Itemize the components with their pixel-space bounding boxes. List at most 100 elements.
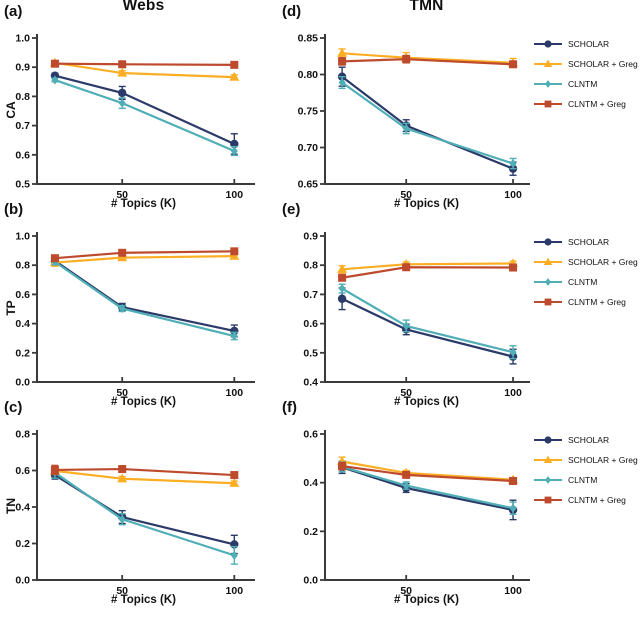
x-tick-label: 50 — [400, 189, 412, 201]
diamond-marker-icon — [118, 514, 126, 524]
y-axis-label-ca: CA — [4, 101, 18, 119]
y-tick-label: 0.4 — [303, 377, 318, 389]
y-tick-label: 0.5 — [15, 179, 30, 191]
legend-label: SCHOLAR + Greg — [568, 257, 638, 267]
subplot-e: 0.4 0.5 0.6 0.7 0.8 0.9 50 100 (e) # Topics (K) — [265, 198, 530, 420]
series-clntm — [51, 75, 238, 157]
square-marker-icon — [338, 462, 347, 471]
square-marker-icon — [118, 465, 127, 474]
square-marker-icon — [544, 496, 552, 504]
circle-marker-icon — [544, 238, 552, 246]
axes: 0.65 0.70 0.75 0.80 0.85 50 100 — [298, 33, 530, 201]
series-clntm-greg — [338, 54, 518, 69]
x-axis-label: # Topics (K) — [394, 594, 459, 606]
legend-label: CLNTM — [568, 277, 598, 287]
plot-area-c: 0.0 0.2 0.4 0.6 0.8 50 100 — [15, 429, 255, 597]
legend-label: CLNTM + Greg — [568, 495, 626, 505]
y-tick-label: 0.8 — [303, 260, 318, 272]
square-marker-icon — [50, 59, 59, 68]
triangle-marker-icon — [543, 455, 553, 464]
diamond-marker-icon — [230, 146, 238, 156]
subplot-b: 0.0 0.2 0.4 0.6 0.8 1.0 50 100 (b) TP # Topics … — [0, 198, 265, 420]
square-marker-icon — [230, 471, 239, 480]
column-title-webs: Webs — [122, 0, 165, 14]
series-scholar — [337, 66, 518, 176]
triangle-marker-icon — [543, 257, 553, 266]
y-tick-label: 0.6 — [15, 149, 30, 161]
legend-key-icon — [534, 80, 562, 88]
panel-label-f: (f) — [282, 399, 297, 416]
y-tick-label: 0.6 — [15, 289, 30, 301]
legend-item-scholar: SCHOLAR — [533, 232, 640, 252]
series-clntm — [338, 75, 517, 170]
legend-key-icon — [534, 59, 562, 68]
diamond-marker-icon — [402, 124, 410, 134]
triangle-marker-icon — [337, 264, 348, 273]
legend-key-icon — [534, 257, 562, 266]
x-axis-label: # Topics (K) — [111, 396, 176, 408]
panel-label-d: (d) — [282, 3, 302, 20]
triangle-marker-icon — [229, 71, 240, 81]
legend-row-2: SCHOLAR SCHOLAR + Greg CLNTM CLNTM + Greg — [533, 232, 640, 312]
legend-row-1: SCHOLAR SCHOLAR + Greg CLNTM CLNTM + Greg — [533, 34, 640, 114]
subplot-c: 0.0 0.2 0.4 0.6 0.8 50 100 (c) TN # Topics (K) — [0, 396, 265, 618]
x-tick-label: 100 — [226, 387, 244, 399]
x-tick-label: 100 — [504, 387, 522, 399]
series-scholar-greg — [49, 57, 240, 81]
legend-item-clntm-greg: CLNTM + Greg — [533, 292, 640, 312]
diamond-marker-icon — [118, 304, 126, 314]
legend-item-scholar-greg: SCHOLAR + Greg — [533, 252, 640, 272]
legend-key-icon — [534, 436, 562, 444]
legend-item-scholar: SCHOLAR — [533, 430, 640, 450]
axes: 0.5 0.6 0.7 0.8 0.9 1.0 50 100 — [15, 33, 255, 201]
triangle-marker-icon — [543, 59, 553, 68]
series-scholar-greg — [337, 48, 519, 68]
x-tick-label: 50 — [400, 585, 412, 597]
x-tick-label: 50 — [116, 189, 128, 201]
legend-label: SCHOLAR — [568, 39, 610, 49]
series-scholar-greg — [337, 258, 519, 274]
y-tick-label: 0.80 — [298, 69, 319, 81]
square-marker-icon — [118, 60, 127, 69]
diamond-marker-icon — [402, 321, 410, 331]
legend-label: CLNTM + Greg — [568, 297, 626, 307]
circle-marker-icon — [337, 294, 347, 303]
legend-label: SCHOLAR + Greg — [568, 59, 638, 69]
x-axis-label: # Topics (K) — [111, 594, 176, 606]
y-tick-label: 0.8 — [15, 260, 30, 272]
plot-area-e: 0.4 0.5 0.6 0.7 0.8 0.9 50 100 — [303, 231, 530, 399]
x-tick-label: 50 — [116, 387, 128, 399]
legend-key-icon — [534, 238, 562, 246]
axes: 0.0 0.2 0.4 0.6 50 100 — [303, 429, 530, 597]
panel-label-c: (c) — [4, 399, 23, 416]
legend-label: SCHOLAR — [568, 435, 610, 445]
legend-label: CLNTM + Greg — [568, 99, 626, 109]
square-marker-icon — [230, 60, 239, 69]
square-marker-icon — [402, 470, 411, 479]
diamond-marker-icon — [338, 284, 346, 294]
square-marker-icon — [544, 298, 552, 306]
y-tick-label: 0.6 — [303, 318, 318, 330]
triangle-marker-icon — [229, 250, 240, 260]
series-clntm-greg — [50, 59, 239, 69]
y-tick-label: 0.7 — [303, 289, 318, 301]
legend-item-clntm: CLNTM — [533, 74, 640, 94]
diamond-marker-icon — [509, 159, 517, 169]
legend-item-scholar: SCHOLAR — [533, 34, 640, 54]
x-tick-label: 100 — [226, 189, 244, 201]
diamond-marker-icon — [51, 75, 59, 85]
legend-key-icon — [534, 455, 562, 464]
triangle-marker-icon — [117, 473, 128, 483]
subplot-f: 0.0 0.2 0.4 0.6 50 100 (f) # Topics (K) — [265, 396, 530, 618]
x-tick-label: 100 — [504, 189, 522, 201]
x-tick-label: 100 — [226, 585, 244, 597]
x-axis-label: # Topics (K) — [394, 198, 459, 210]
x-tick-label: 50 — [400, 387, 412, 399]
square-marker-icon — [230, 247, 239, 256]
y-tick-label: 0.85 — [298, 33, 319, 45]
diamond-marker-icon — [545, 80, 551, 88]
panel-label-b: (b) — [4, 201, 24, 218]
legend-key-icon — [534, 278, 562, 286]
legend-label: CLNTM — [568, 475, 598, 485]
